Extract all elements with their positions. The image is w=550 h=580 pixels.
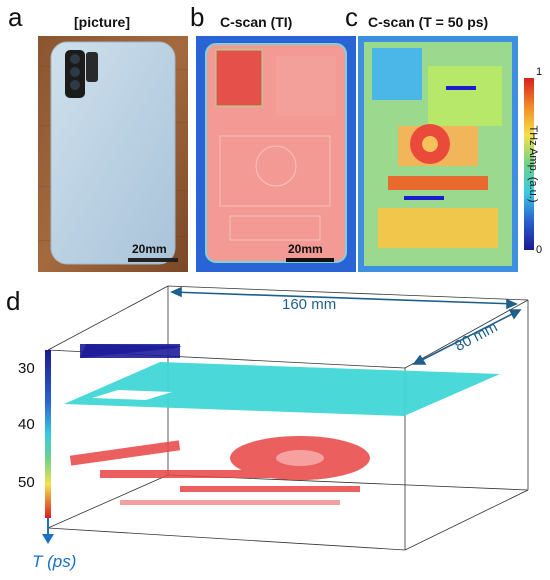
panel-a-scalebar [128, 258, 178, 262]
t-axis-tick-30: 30 [18, 360, 35, 377]
cscan-ti-image [196, 36, 356, 272]
panel-b-title: C-scan (TI) [220, 14, 293, 30]
panel-b-scalebar-label: 20mm [288, 242, 323, 256]
phone-photo [38, 36, 188, 272]
t-axis-tick-50: 50 [18, 474, 35, 491]
panel-c-letter: c [345, 2, 358, 32]
t-axis-tick-40: 40 [18, 416, 35, 433]
width-dimension-label: 160 mm [282, 296, 337, 313]
colorbar-max-label: 1 [536, 66, 543, 78]
panel-a-letter: a [8, 2, 23, 32]
colorbar-title: THz Amp. (a.u.) [527, 125, 539, 203]
panel-b-scalebar [286, 258, 334, 262]
3d-scan-plot [0, 280, 550, 575]
panel-c-title: C-scan (T = 50 ps) [368, 14, 489, 30]
colorbar-min-label: 0 [536, 244, 543, 256]
panel-a-title: [picture] [74, 14, 130, 30]
t-axis-label: T (ps) [32, 552, 77, 571]
cscan-50ps-image [358, 36, 518, 272]
panel-a-scalebar-label: 20mm [132, 242, 167, 256]
panel-b-letter: b [190, 2, 205, 32]
colorbar [524, 78, 534, 250]
panel-d-letter: d [6, 286, 21, 316]
